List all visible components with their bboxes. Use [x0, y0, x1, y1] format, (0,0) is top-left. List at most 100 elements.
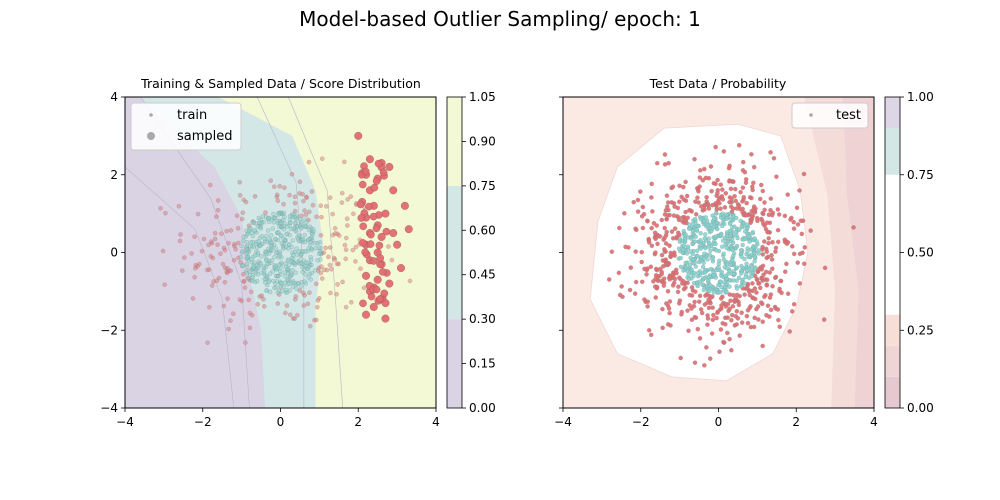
train-inlier-point	[239, 243, 244, 249]
train-inlier-point	[279, 241, 284, 246]
train-inlier-point	[285, 266, 290, 272]
train-outlier-point	[315, 304, 320, 310]
test-outlier-point	[749, 152, 754, 157]
train-outlier-point	[297, 191, 302, 196]
train-outlier-point	[315, 298, 321, 303]
train-outlier-point	[329, 267, 334, 272]
train-inlier-point	[306, 260, 311, 265]
train-outlier-point	[209, 240, 215, 246]
sampled-point	[379, 168, 388, 177]
train-inlier-point	[250, 239, 255, 245]
train-outlier-point	[221, 245, 227, 251]
train-inlier-point	[258, 261, 263, 266]
test-outlier-point	[715, 177, 720, 183]
test-inlier-point	[725, 266, 730, 271]
train-inlier-point	[306, 246, 311, 251]
x-tick-label: 0	[277, 415, 285, 429]
train-outlier-point	[351, 211, 356, 217]
test-outlier-point	[775, 207, 781, 212]
test-outlier-point	[754, 277, 760, 283]
test-outlier-point	[670, 252, 676, 257]
train-outlier-point	[225, 266, 230, 271]
x-tick-label: 0	[715, 415, 723, 429]
test-outlier-point	[750, 214, 755, 219]
train-inlier-point	[290, 268, 295, 273]
test-inlier-point	[705, 257, 710, 262]
test-outlier-point	[646, 240, 652, 245]
train-inlier-point	[251, 265, 256, 270]
train-outlier-point	[209, 283, 215, 288]
sampled-point	[376, 260, 384, 269]
test-outlier-point	[749, 195, 754, 201]
test-outlier-point	[704, 195, 709, 200]
train-inlier-point	[290, 250, 295, 255]
test-outlier-point	[677, 275, 682, 280]
test-inlier-point	[710, 256, 715, 261]
train-outlier-point	[195, 211, 201, 217]
train-outlier-point	[195, 264, 200, 269]
train-outlier-point	[215, 198, 221, 203]
test-inlier-point	[715, 226, 720, 232]
test-outlier-point	[634, 227, 639, 233]
train-outlier-point	[207, 305, 212, 310]
test-inlier-point	[705, 284, 710, 289]
train-inlier-point	[318, 257, 323, 262]
test-inlier-point	[734, 278, 739, 283]
train-inlier-point	[287, 274, 293, 279]
train-inlier-point	[260, 214, 266, 219]
train-outlier-point	[249, 289, 254, 295]
test-outlier-point	[659, 252, 665, 258]
test-outlier-point	[649, 181, 654, 187]
test-outlier-point	[764, 255, 769, 261]
test-outlier-point	[681, 184, 686, 190]
right-legend[interactable]: test	[791, 102, 869, 129]
test-inlier-point	[735, 286, 740, 291]
test-outlier-point	[760, 263, 766, 269]
train-outlier-point	[358, 266, 363, 271]
test-outlier-point	[666, 207, 671, 213]
train-inlier-point	[259, 270, 264, 275]
test-outlier-point	[738, 189, 743, 195]
train-inlier-point	[299, 284, 304, 289]
test-outlier-point	[659, 217, 665, 223]
y-tick-label: 4	[110, 90, 118, 104]
test-inlier-point	[702, 236, 708, 241]
test-outlier-point	[622, 211, 627, 216]
test-inlier-point	[730, 257, 735, 263]
train-inlier-point	[283, 244, 289, 250]
train-inlier-point	[244, 247, 249, 252]
train-inlier-point	[272, 215, 277, 221]
right-legend-box	[791, 102, 869, 129]
test-outlier-point	[650, 209, 655, 214]
left-legend[interactable]: train sampled	[130, 102, 242, 151]
test-outlier-point	[765, 229, 770, 235]
train-inlier-point	[300, 249, 306, 254]
train-inlier-point	[249, 230, 254, 236]
test-outlier-point	[783, 269, 788, 274]
train-outlier-point	[228, 318, 233, 323]
train-outlier-point	[291, 316, 296, 321]
test-outlier-point	[802, 261, 807, 266]
test-inlier-point	[707, 288, 712, 294]
test-outlier-point	[795, 222, 801, 227]
test-inlier-point	[728, 217, 733, 222]
train-outlier-point	[305, 301, 311, 307]
test-outlier-point	[778, 278, 784, 284]
test-outlier-point	[660, 325, 665, 331]
train-inlier-point	[245, 255, 250, 260]
test-outlier-point	[797, 281, 803, 286]
train-outlier-point	[238, 260, 243, 265]
train-inlier-point	[263, 280, 268, 285]
test-inlier-point	[683, 239, 688, 244]
train-inlier-point	[286, 246, 291, 251]
test-outlier-point	[681, 286, 687, 292]
test-inlier-point	[708, 248, 713, 253]
test-outlier-point	[740, 185, 746, 190]
contour-line	[287, 97, 343, 408]
test-inlier-point	[698, 258, 703, 263]
test-outlier-point	[733, 186, 738, 192]
train-inlier-point	[271, 211, 276, 217]
train-outlier-point	[182, 255, 187, 260]
train-outlier-point	[193, 262, 199, 268]
train-inlier-point	[284, 290, 290, 295]
